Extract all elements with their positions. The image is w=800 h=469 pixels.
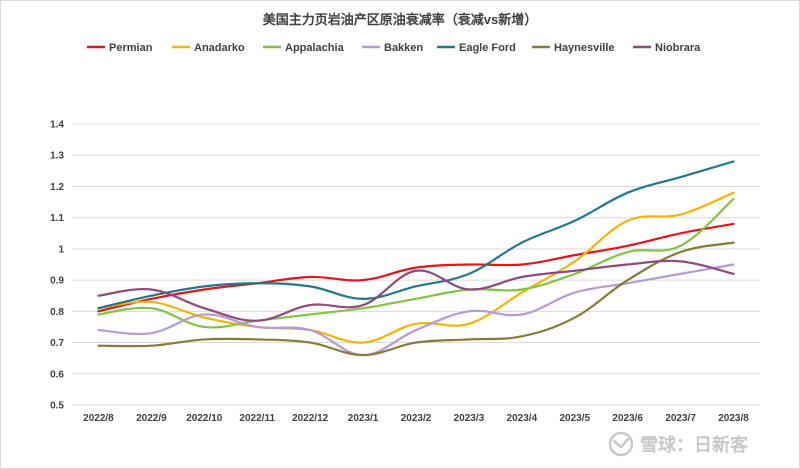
y-tick-label: 1.3 — [50, 151, 64, 162]
legend-item-anadarko: Anadarko — [172, 42, 245, 54]
legend-item-haynesville: Haynesville — [532, 42, 615, 54]
y-tick-label: 0.7 — [50, 338, 64, 349]
series-line-eagle-ford — [97, 160, 735, 310]
y-axis-tick-labels: 0.5 0.6 0.7 0.8 0.9 1 1.1 1.2 1.3 1.4 — [50, 120, 64, 412]
y-tick-label: 1 — [58, 244, 64, 255]
x-tick-label: 2022/10 — [186, 413, 223, 424]
x-tick-label: 2023/6 — [612, 413, 643, 424]
chart-title: 美国主力页岩油产区原油衰减率（衰减vs新增） — [263, 12, 537, 27]
y-tick-label: 1.1 — [50, 213, 64, 224]
legend-item-niobrara: Niobrara — [633, 42, 701, 54]
y-tick-label: 0.9 — [50, 276, 64, 287]
x-tick-label: 2023/1 — [348, 413, 379, 424]
y-tick-label: 0.5 — [50, 401, 64, 412]
legend-item-permian: Permian — [87, 42, 153, 54]
legend-item-appalachia: Appalachia — [263, 42, 345, 54]
x-tick-label: 2023/3 — [454, 413, 485, 424]
legend-label: Anadarko — [194, 42, 245, 54]
y-tick-label: 0.8 — [50, 307, 64, 318]
x-tick-label: 2023/4 — [507, 413, 538, 424]
series-line-niobrara — [97, 259, 735, 322]
x-axis-tick-labels: 2022/8 2022/9 2022/10 2022/11 2022/12 2023/1 2… — [83, 413, 749, 424]
watermark-text: 雪球：日新客 — [640, 434, 749, 455]
watermark: 雪球：日新客 — [608, 431, 749, 457]
legend: Permian Anadarko Appalachia Bakken Eagle For… — [87, 42, 701, 54]
legend-label: Appalachia — [285, 42, 345, 54]
legend-label: Niobrara — [655, 42, 701, 54]
x-tick-label: 2023/2 — [401, 413, 432, 424]
x-tick-label: 2023/7 — [665, 413, 696, 424]
watermark-logo-icon — [608, 431, 634, 457]
x-tick-label: 2023/8 — [718, 413, 749, 424]
x-tick-label: 2022/8 — [83, 413, 114, 424]
legend-label: Eagle Ford — [459, 42, 516, 54]
legend-item-eagle-ford: Eagle Ford — [437, 42, 516, 54]
series-line-anadarko — [97, 191, 735, 344]
series-line-haynesville — [97, 241, 735, 357]
x-tick-label: 2023/5 — [559, 413, 590, 424]
y-tick-label: 1.2 — [50, 182, 64, 193]
series-line-appalachia — [97, 197, 735, 329]
series-line-permian — [97, 222, 735, 313]
x-tick-label: 2022/9 — [136, 413, 167, 424]
legend-label: Haynesville — [554, 42, 615, 54]
series-lines — [97, 160, 735, 357]
legend-item-bakken: Bakken — [362, 42, 423, 54]
legend-label: Bakken — [384, 42, 423, 54]
y-tick-label: 1.4 — [50, 120, 64, 131]
legend-label: Permian — [109, 42, 153, 54]
x-tick-label: 2022/11 — [239, 413, 275, 424]
y-tick-label: 0.6 — [50, 369, 64, 380]
x-tick-label: 2022/12 — [292, 413, 329, 424]
series-line-bakken — [97, 263, 735, 357]
